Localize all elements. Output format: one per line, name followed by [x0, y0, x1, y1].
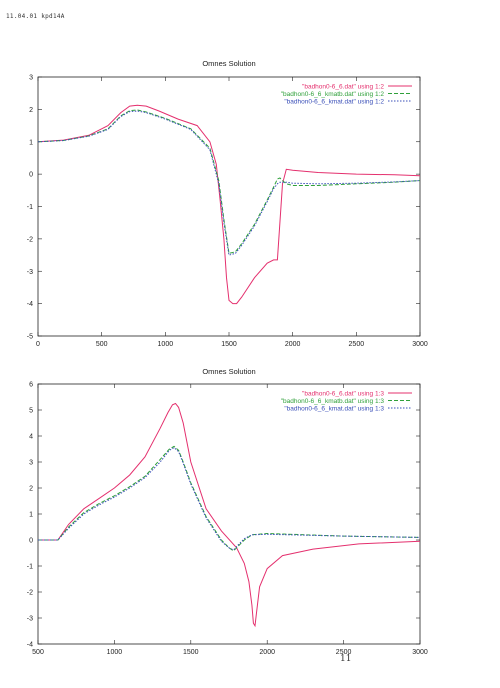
- series-line-2: [37, 109, 421, 255]
- page-header-text: 11.04.01 kpd14A: [6, 13, 65, 20]
- chart-1-top: Omnes Solution 0 500 1000 1500 2000 2500 3000 -5…: [27, 59, 428, 348]
- series-line-3: [38, 447, 421, 551]
- series-line-2: [38, 445, 421, 552]
- y-tick-label: -3: [27, 269, 33, 276]
- x-tick-label: 2000: [285, 341, 301, 348]
- x-tick-label: 500: [32, 649, 44, 656]
- x-tick-label: 1000: [158, 341, 174, 348]
- chart-title: Omnes Solution: [202, 367, 255, 376]
- x-tick-label: 1500: [221, 341, 237, 348]
- y-tick-label: 2: [29, 486, 33, 493]
- y-tick-label: 2: [29, 107, 33, 114]
- y-tick-label: 1: [29, 512, 33, 519]
- y-tick-label: 0: [29, 538, 33, 545]
- legend-label-3: "badhon0-6_6_kmat.dat" using 1:2: [284, 99, 384, 106]
- legend-label-1: "badhon0-6_6.dat" using 1:2: [302, 84, 384, 91]
- legend-label-2: "badhon0-6_6_kmatb.dat" using 1:3: [281, 398, 385, 405]
- x-tick-label: 1500: [183, 649, 199, 656]
- x-tick-label: 2500: [349, 341, 365, 348]
- y-tick-label: -3: [27, 616, 33, 623]
- y-tick-label: 6: [29, 382, 33, 389]
- y-tick-label: -2: [27, 236, 33, 243]
- series-line-1: [37, 104, 421, 305]
- y-tick-label: -4: [27, 301, 33, 308]
- series-line-1: [38, 402, 421, 628]
- x-tick-label: 2500: [336, 649, 352, 656]
- page-mark: 11: [340, 654, 352, 664]
- x-tick-label: 2000: [259, 649, 275, 656]
- y-tick-label: -1: [27, 204, 33, 211]
- chart-2-bottom: Omnes Solution 500 1000 1500 2000 2500 3000 -4 -…: [27, 367, 428, 656]
- y-tick-label: 5: [29, 408, 33, 415]
- series-line-3: [37, 110, 421, 256]
- x-tick-label: 500: [96, 341, 108, 348]
- y-tick-label: -2: [27, 590, 33, 597]
- y-tick-label: 3: [29, 75, 33, 82]
- chart-title: Omnes Solution: [202, 59, 255, 68]
- y-tick-label: -1: [27, 564, 33, 571]
- y-tick-label: -4: [27, 642, 33, 649]
- y-tick-label: 4: [29, 434, 33, 441]
- x-tick-label: 3000: [412, 341, 428, 348]
- x-tick-label: 3000: [412, 649, 428, 656]
- legend-label-2: "badhon0-6_6_kmatb.dat" using 1:2: [281, 91, 385, 98]
- y-tick-label: 3: [29, 460, 33, 467]
- legend-label-3: "badhon0-6_6_kmat.dat" using 1:3: [284, 406, 384, 413]
- x-tick-label: 1000: [107, 649, 123, 656]
- y-tick-label: 0: [29, 172, 33, 179]
- plot-frame: [37, 383, 421, 645]
- x-tick-label: 0: [36, 341, 40, 348]
- y-tick-label: -5: [27, 334, 33, 341]
- legend-label-1: "badhon0-6_6.dat" using 1:3: [302, 391, 384, 398]
- y-tick-label: 1: [29, 139, 33, 146]
